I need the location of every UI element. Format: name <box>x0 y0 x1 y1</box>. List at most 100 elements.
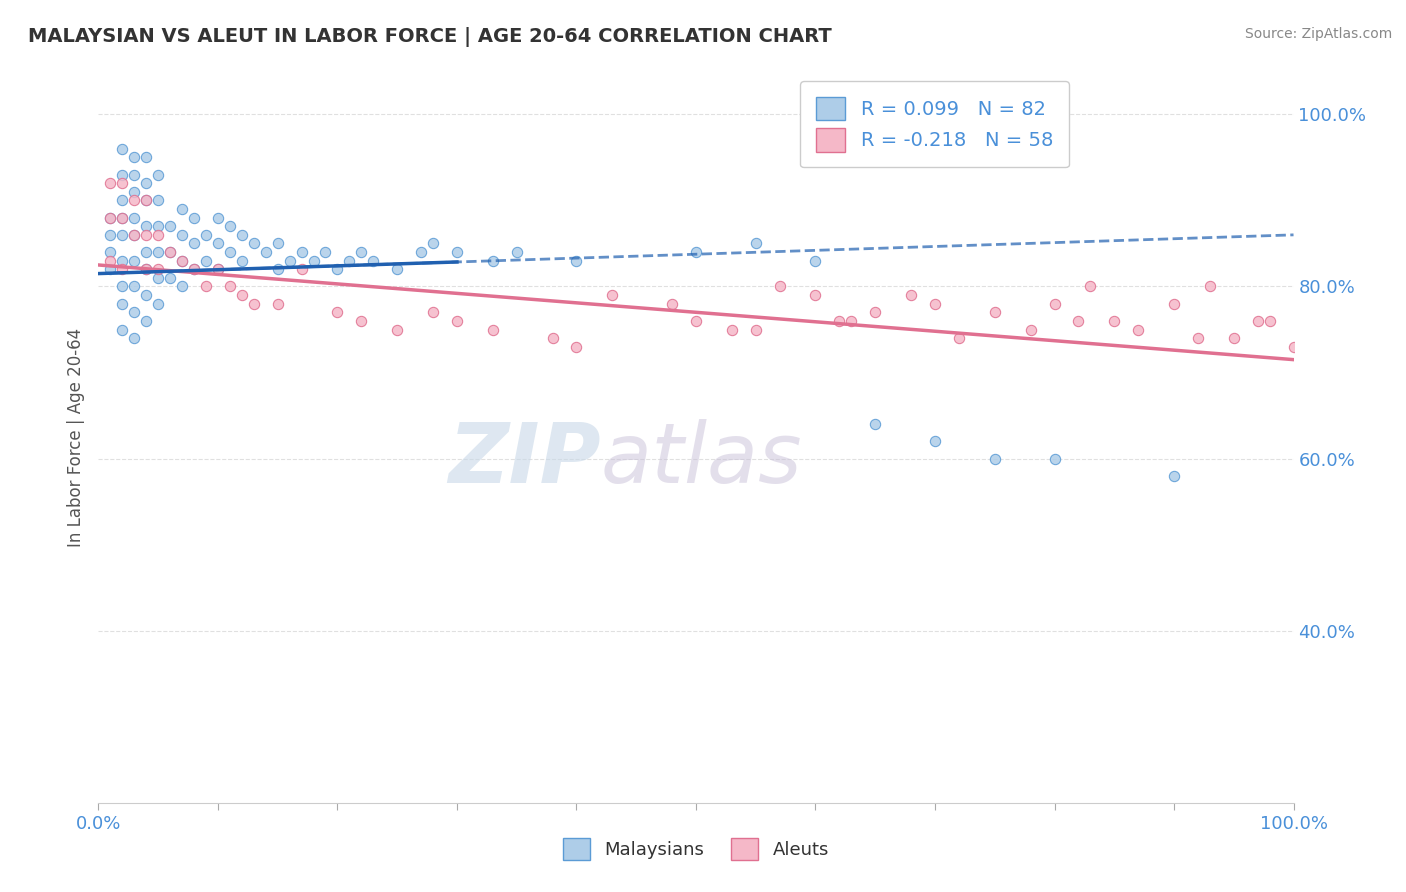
Point <box>172 279 194 293</box>
Point <box>1067 314 1090 328</box>
Point <box>602 288 624 302</box>
Point <box>183 211 205 225</box>
Point <box>111 176 134 190</box>
Point <box>135 227 157 242</box>
Point <box>411 245 433 260</box>
Point <box>804 253 827 268</box>
Point <box>183 262 205 277</box>
Point <box>195 279 218 293</box>
Point <box>745 236 768 251</box>
Point <box>111 227 134 242</box>
Point <box>111 296 134 310</box>
Point <box>111 262 134 277</box>
Point <box>1043 296 1066 310</box>
Point <box>219 245 242 260</box>
Point <box>172 227 194 242</box>
Point <box>243 236 266 251</box>
Point <box>98 211 122 225</box>
Point <box>326 305 349 319</box>
Point <box>481 253 505 268</box>
Point <box>135 194 157 208</box>
Point <box>984 305 1007 319</box>
Point <box>924 434 946 449</box>
Point <box>135 262 157 277</box>
Text: ZIP: ZIP <box>447 418 600 500</box>
Point <box>111 142 134 156</box>
Point <box>111 253 134 268</box>
Point <box>98 253 122 268</box>
Point <box>1080 279 1102 293</box>
Point <box>231 288 253 302</box>
Point <box>278 253 301 268</box>
Point <box>148 194 170 208</box>
Legend: Malaysians, Aleuts: Malaysians, Aleuts <box>555 830 837 867</box>
Point <box>111 279 134 293</box>
Point <box>1019 322 1042 336</box>
Point <box>243 296 266 310</box>
Point <box>148 245 170 260</box>
Point <box>1282 340 1305 354</box>
Point <box>135 262 157 277</box>
Point <box>804 288 827 302</box>
Point <box>446 245 468 260</box>
Point <box>291 262 314 277</box>
Point <box>219 219 242 234</box>
Point <box>565 253 588 268</box>
Text: MALAYSIAN VS ALEUT IN LABOR FORCE | AGE 20-64 CORRELATION CHART: MALAYSIAN VS ALEUT IN LABOR FORCE | AGE … <box>28 27 832 46</box>
Point <box>865 305 887 319</box>
Point <box>98 227 122 242</box>
Point <box>124 211 146 225</box>
Point <box>924 296 946 310</box>
Point <box>148 168 170 182</box>
Point <box>231 253 253 268</box>
Point <box>231 227 253 242</box>
Point <box>124 253 146 268</box>
Point <box>159 245 181 260</box>
Point <box>135 176 157 190</box>
Point <box>148 219 170 234</box>
Point <box>900 288 922 302</box>
Point <box>350 314 373 328</box>
Point <box>841 314 863 328</box>
Point <box>1128 322 1150 336</box>
Point <box>984 451 1007 466</box>
Point <box>326 262 349 277</box>
Point <box>111 168 134 182</box>
Point <box>124 227 146 242</box>
Point <box>1187 331 1209 345</box>
Point <box>159 271 181 285</box>
Text: Source: ZipAtlas.com: Source: ZipAtlas.com <box>1244 27 1392 41</box>
Point <box>768 279 790 293</box>
Point <box>135 194 157 208</box>
Point <box>111 322 134 336</box>
Y-axis label: In Labor Force | Age 20-64: In Labor Force | Age 20-64 <box>66 327 84 547</box>
Point <box>828 314 851 328</box>
Point <box>124 279 146 293</box>
Point <box>291 245 314 260</box>
Point <box>1043 451 1066 466</box>
Point <box>541 331 564 345</box>
Point <box>481 322 505 336</box>
Point <box>98 211 122 225</box>
Point <box>183 262 205 277</box>
Point <box>98 245 122 260</box>
Point <box>254 245 277 260</box>
Point <box>124 194 146 208</box>
Point <box>565 340 588 354</box>
Point <box>865 417 887 432</box>
Point <box>721 322 744 336</box>
Point <box>1223 331 1246 345</box>
Point <box>267 296 290 310</box>
Point <box>124 305 146 319</box>
Text: atlas: atlas <box>600 418 801 500</box>
Point <box>135 219 157 234</box>
Point <box>1163 296 1185 310</box>
Point <box>948 331 970 345</box>
Point <box>124 331 146 345</box>
Point <box>385 322 409 336</box>
Point <box>1104 314 1126 328</box>
Point <box>219 279 242 293</box>
Point <box>339 253 361 268</box>
Point <box>446 314 468 328</box>
Point <box>363 253 385 268</box>
